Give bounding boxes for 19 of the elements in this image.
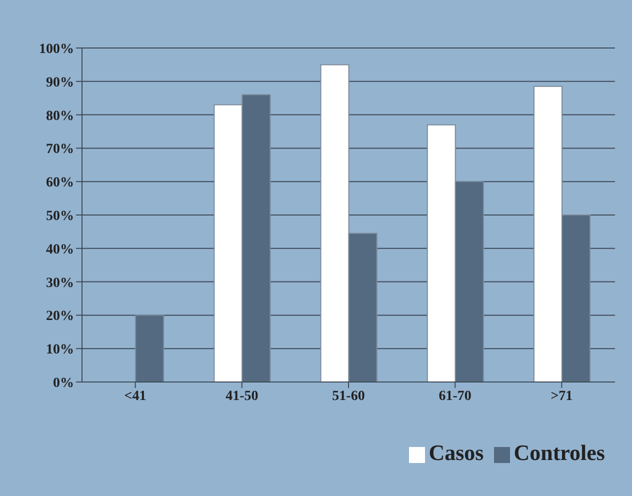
x-tick-label: >71 (550, 388, 573, 404)
legend-label: Casos (428, 440, 484, 465)
x-tick-label: <41 (124, 388, 146, 404)
y-tick-label: 50% (46, 208, 74, 224)
legend-label: Controles (514, 440, 605, 465)
y-tick-label: 90% (46, 75, 74, 90)
x-tick-label: 61-70 (438, 388, 472, 404)
y-tick-label: 30% (46, 276, 74, 291)
x-tick-label: 41-50 (226, 388, 258, 404)
y-tick-label: 60% (46, 176, 74, 191)
y-tick-label: 40% (46, 242, 74, 258)
y-tick-label: 0% (53, 376, 74, 391)
y-tick-label: 80% (46, 108, 74, 124)
y-tick-label: 20% (46, 309, 74, 324)
y-tick-label: 70% (46, 142, 74, 158)
y-tick-label: 10% (46, 342, 74, 358)
bar (135, 314, 164, 382)
y-tick-label: 100% (39, 42, 74, 57)
x-tick-label: 51-60 (332, 388, 365, 404)
